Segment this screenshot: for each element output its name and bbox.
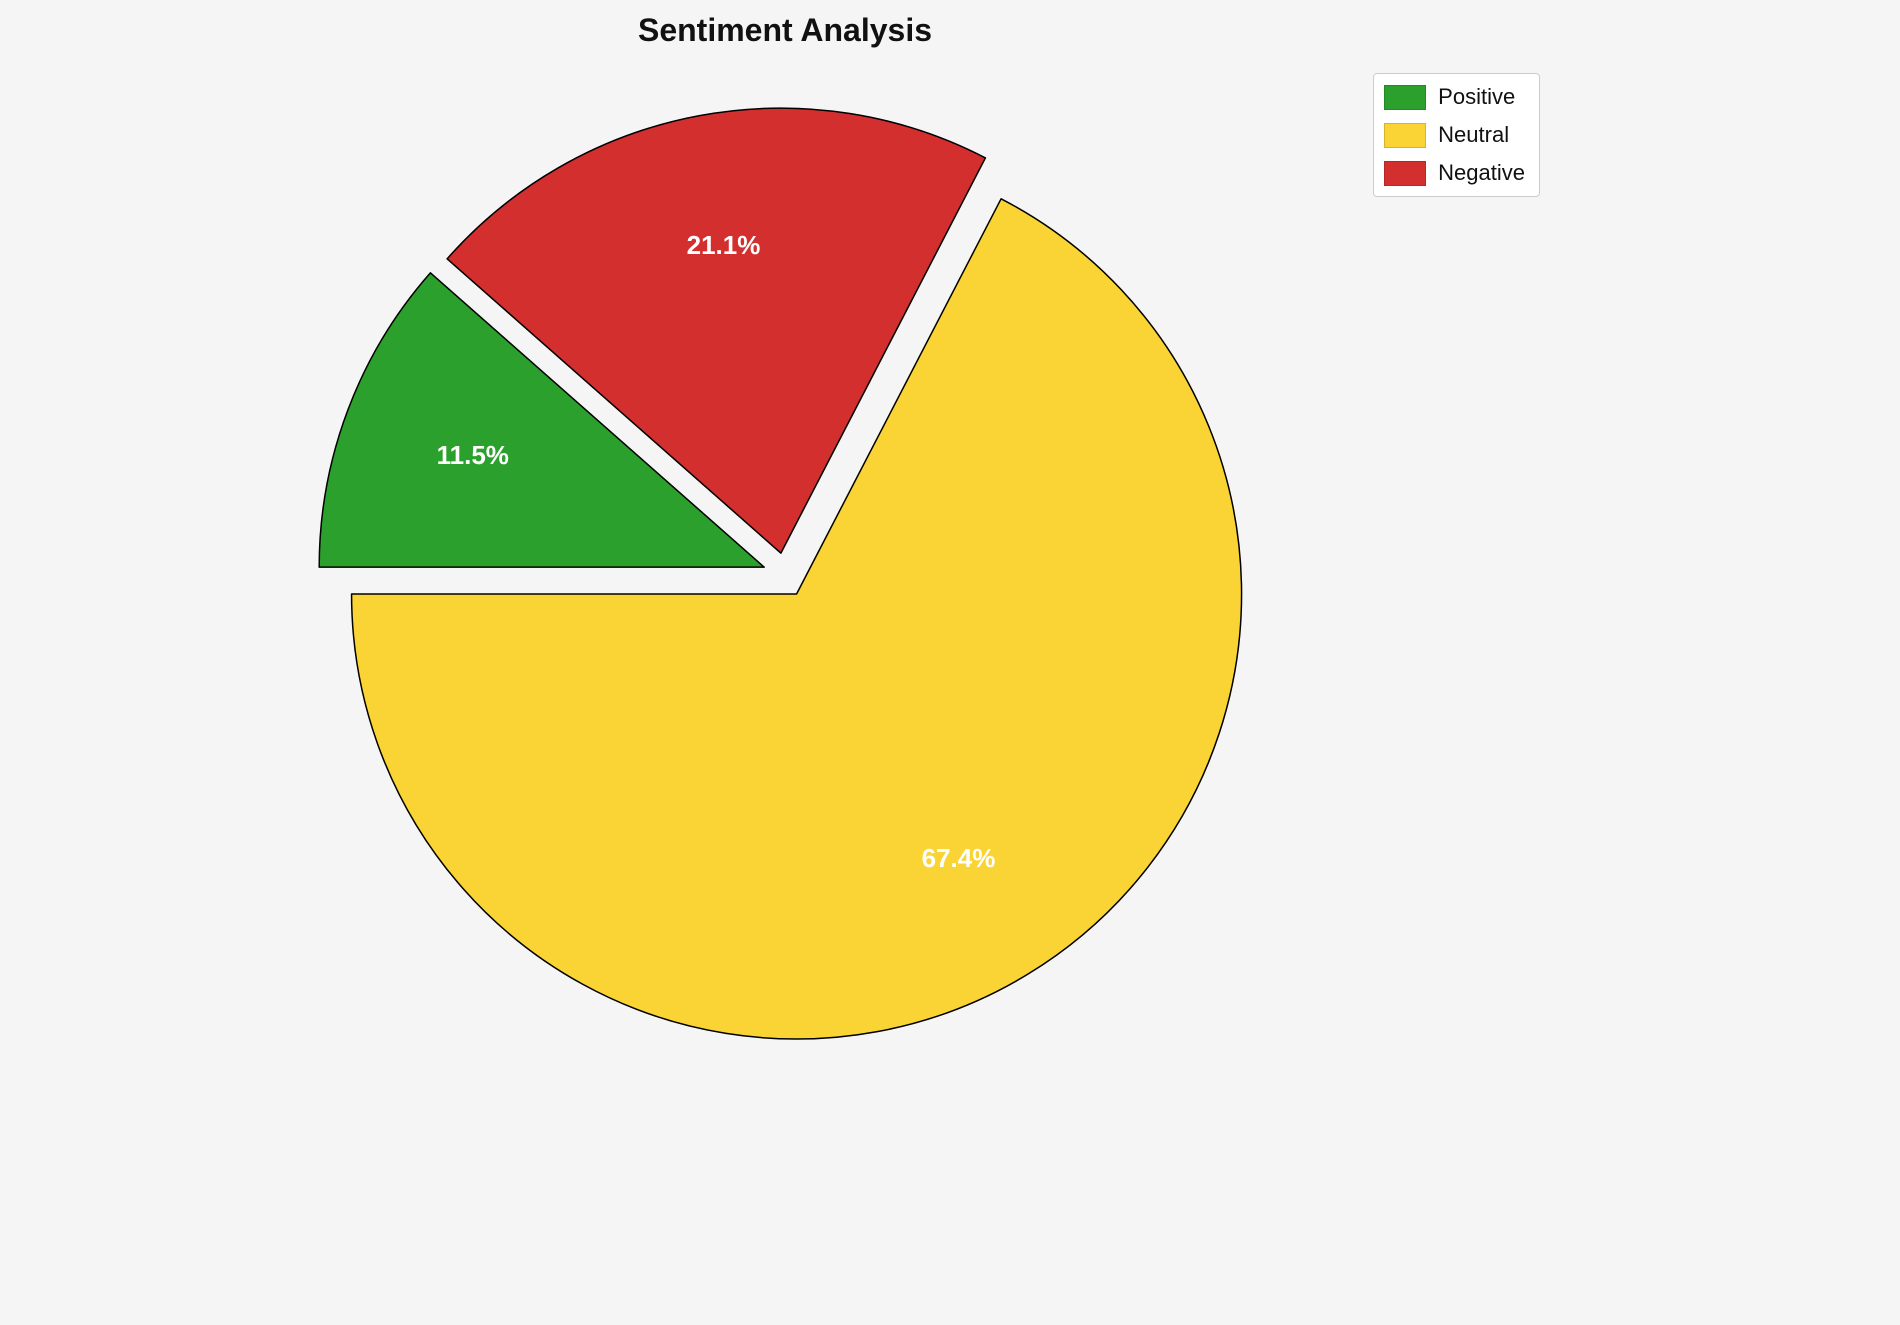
legend-item-neutral: Neutral xyxy=(1384,122,1525,148)
legend-swatch-negative xyxy=(1384,160,1427,186)
legend-item-negative: Negative xyxy=(1384,160,1525,186)
legend-item-positive: Positive xyxy=(1384,84,1525,110)
legend-swatch-positive xyxy=(1384,84,1427,110)
chart-title: Sentiment Analysis xyxy=(637,12,932,48)
pie-slice-positive xyxy=(318,272,765,568)
legend-label-negative: Negative xyxy=(1438,160,1525,185)
legend: Positive Neutral Negative xyxy=(1373,73,1540,197)
pie-slice-neutral xyxy=(350,198,1243,1040)
pie-slice-negative xyxy=(446,107,987,554)
pct-label-positive: 11.5% xyxy=(437,440,509,470)
pct-label-neutral: 67.4% xyxy=(922,843,996,873)
legend-label-positive: Positive xyxy=(1438,84,1516,109)
pct-label-negative: 21.1% xyxy=(687,230,761,260)
legend-swatch-neutral xyxy=(1384,122,1427,148)
legend-label-neutral: Neutral xyxy=(1438,122,1510,147)
